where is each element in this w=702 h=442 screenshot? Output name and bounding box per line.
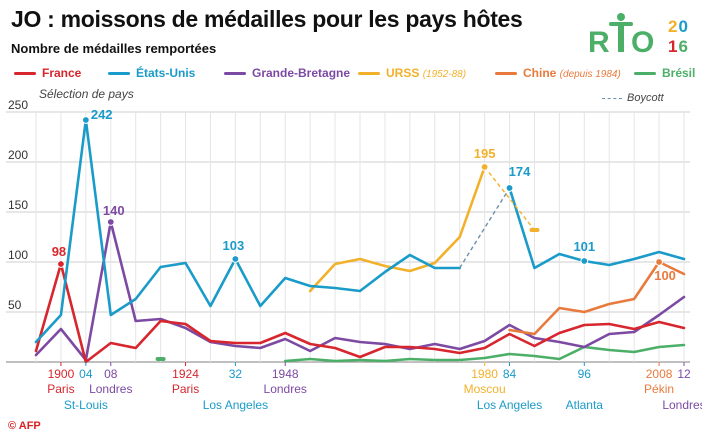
legend-item-5: Brésil: [634, 66, 695, 82]
legend-item-3: URSS (1952-88): [358, 66, 466, 82]
annotation-label: 98: [52, 244, 66, 259]
host-city-label: Atlanta: [566, 398, 604, 412]
host-city-label: Londres: [264, 382, 307, 396]
host-year-label: 08: [104, 367, 118, 381]
annotation-dot: [106, 218, 115, 226]
host-year-label: 84: [503, 367, 517, 381]
svg-text:20: 20: [668, 17, 688, 36]
host-year-label: 12: [677, 367, 691, 381]
series-line-tatsunis: [508, 186, 686, 270]
series-line-tatsunis: [34, 118, 461, 344]
logo-letter-r: R: [588, 26, 610, 58]
legend-label: France: [42, 66, 82, 80]
legend-swatch: [108, 72, 130, 76]
legend-swatch: [224, 72, 246, 76]
host-city-label: Pékin: [644, 382, 674, 396]
logo-year: 20 16: [668, 17, 688, 56]
host-city-label: Londres: [662, 398, 702, 412]
legend-note: (1952-88): [422, 69, 467, 80]
host-year-label: 04: [79, 367, 93, 381]
annotation-label: 195: [474, 146, 496, 161]
legend-swatch: [495, 72, 517, 76]
legend-swatch: [358, 72, 380, 76]
series-line-urss: [308, 165, 486, 293]
host-city-label: Los Angeles: [203, 398, 268, 412]
host-city-label: Londres: [89, 382, 132, 396]
legend: France États-Unis Grande-Bretagne URSS (195…: [14, 66, 695, 82]
host-city-label: Paris: [172, 382, 199, 396]
host-city-label: Paris: [47, 382, 74, 396]
host-year-label: 32: [229, 367, 243, 381]
host-year-label: 96: [578, 367, 592, 381]
series-line-brsil: [283, 343, 686, 363]
y-tick-label: 150: [8, 198, 28, 212]
annotation-dot: [480, 163, 489, 171]
annotation-dot: [505, 184, 514, 192]
host-city-label: Moscou: [464, 382, 506, 396]
chart-title: JO : moissons de médailles pour les pays…: [11, 6, 523, 32]
legend-label: Chine: [523, 66, 560, 80]
legend-swatch: [14, 72, 36, 76]
legend-item-0: France: [14, 66, 81, 82]
host-year-label: 1980: [471, 367, 498, 381]
annotation-label: 174: [509, 164, 531, 179]
annotation-dot: [57, 260, 65, 268]
annotation-label: 103: [223, 238, 245, 253]
rio-2016-logo: R O 20 16: [588, 13, 688, 58]
logo-figure-icon: [609, 13, 633, 52]
host-city-label: Los Angeles: [477, 398, 542, 412]
y-tick-label: 250: [8, 98, 28, 112]
annotation-label: 101: [573, 239, 595, 254]
annotation-label: 242: [91, 107, 113, 122]
svg-text:16: 16: [668, 37, 688, 56]
annotation-dot: [81, 116, 90, 124]
annotation-dot: [231, 255, 240, 263]
series-line-chine: [508, 260, 686, 336]
host-year-label: 1948: [272, 367, 299, 381]
host-year-label: 1900: [48, 367, 75, 381]
selection-note: Sélection de pays: [39, 87, 134, 101]
legend-label: URSS: [386, 66, 423, 80]
boycott-label: Boycott: [627, 92, 664, 104]
legend-item-2: Grande-Bretagne: [224, 66, 350, 82]
y-tick-label: 100: [8, 248, 28, 262]
legend-swatch: [634, 72, 656, 76]
afp-credit: © AFP: [8, 420, 41, 432]
annotation-label: 100: [654, 268, 676, 283]
boycott-segment: [459, 187, 511, 269]
annotation-dot: [655, 258, 663, 266]
y-tick-label: 200: [8, 148, 28, 162]
boycott-legend: Boycott: [602, 92, 664, 104]
y-tick-label: 50: [8, 298, 22, 312]
legend-note: (depuis 1984): [559, 69, 621, 80]
chart-subtitle: Nombre de médailles remportées: [11, 41, 217, 56]
host-city-label: St-Louis: [64, 398, 108, 412]
host-year-label: 2008: [646, 367, 673, 381]
host-year-label: 1924: [172, 367, 199, 381]
series-line-france: [34, 262, 686, 364]
legend-item-4: Chine (depuis 1984): [495, 66, 621, 82]
boycott-dash-icon: [602, 97, 622, 99]
legend-label: Brésil: [662, 66, 696, 80]
boycott-segment: [484, 166, 536, 231]
legend-label: États-Unis: [136, 66, 196, 80]
annotation-label: 140: [103, 203, 125, 218]
legend-item-1: États-Unis: [108, 66, 195, 82]
logo-letter-o: O: [631, 26, 654, 58]
annotation-dot: [580, 257, 589, 265]
legend-label: Grande-Bretagne: [252, 66, 351, 80]
series-line-grandebretagne: [34, 220, 686, 362]
